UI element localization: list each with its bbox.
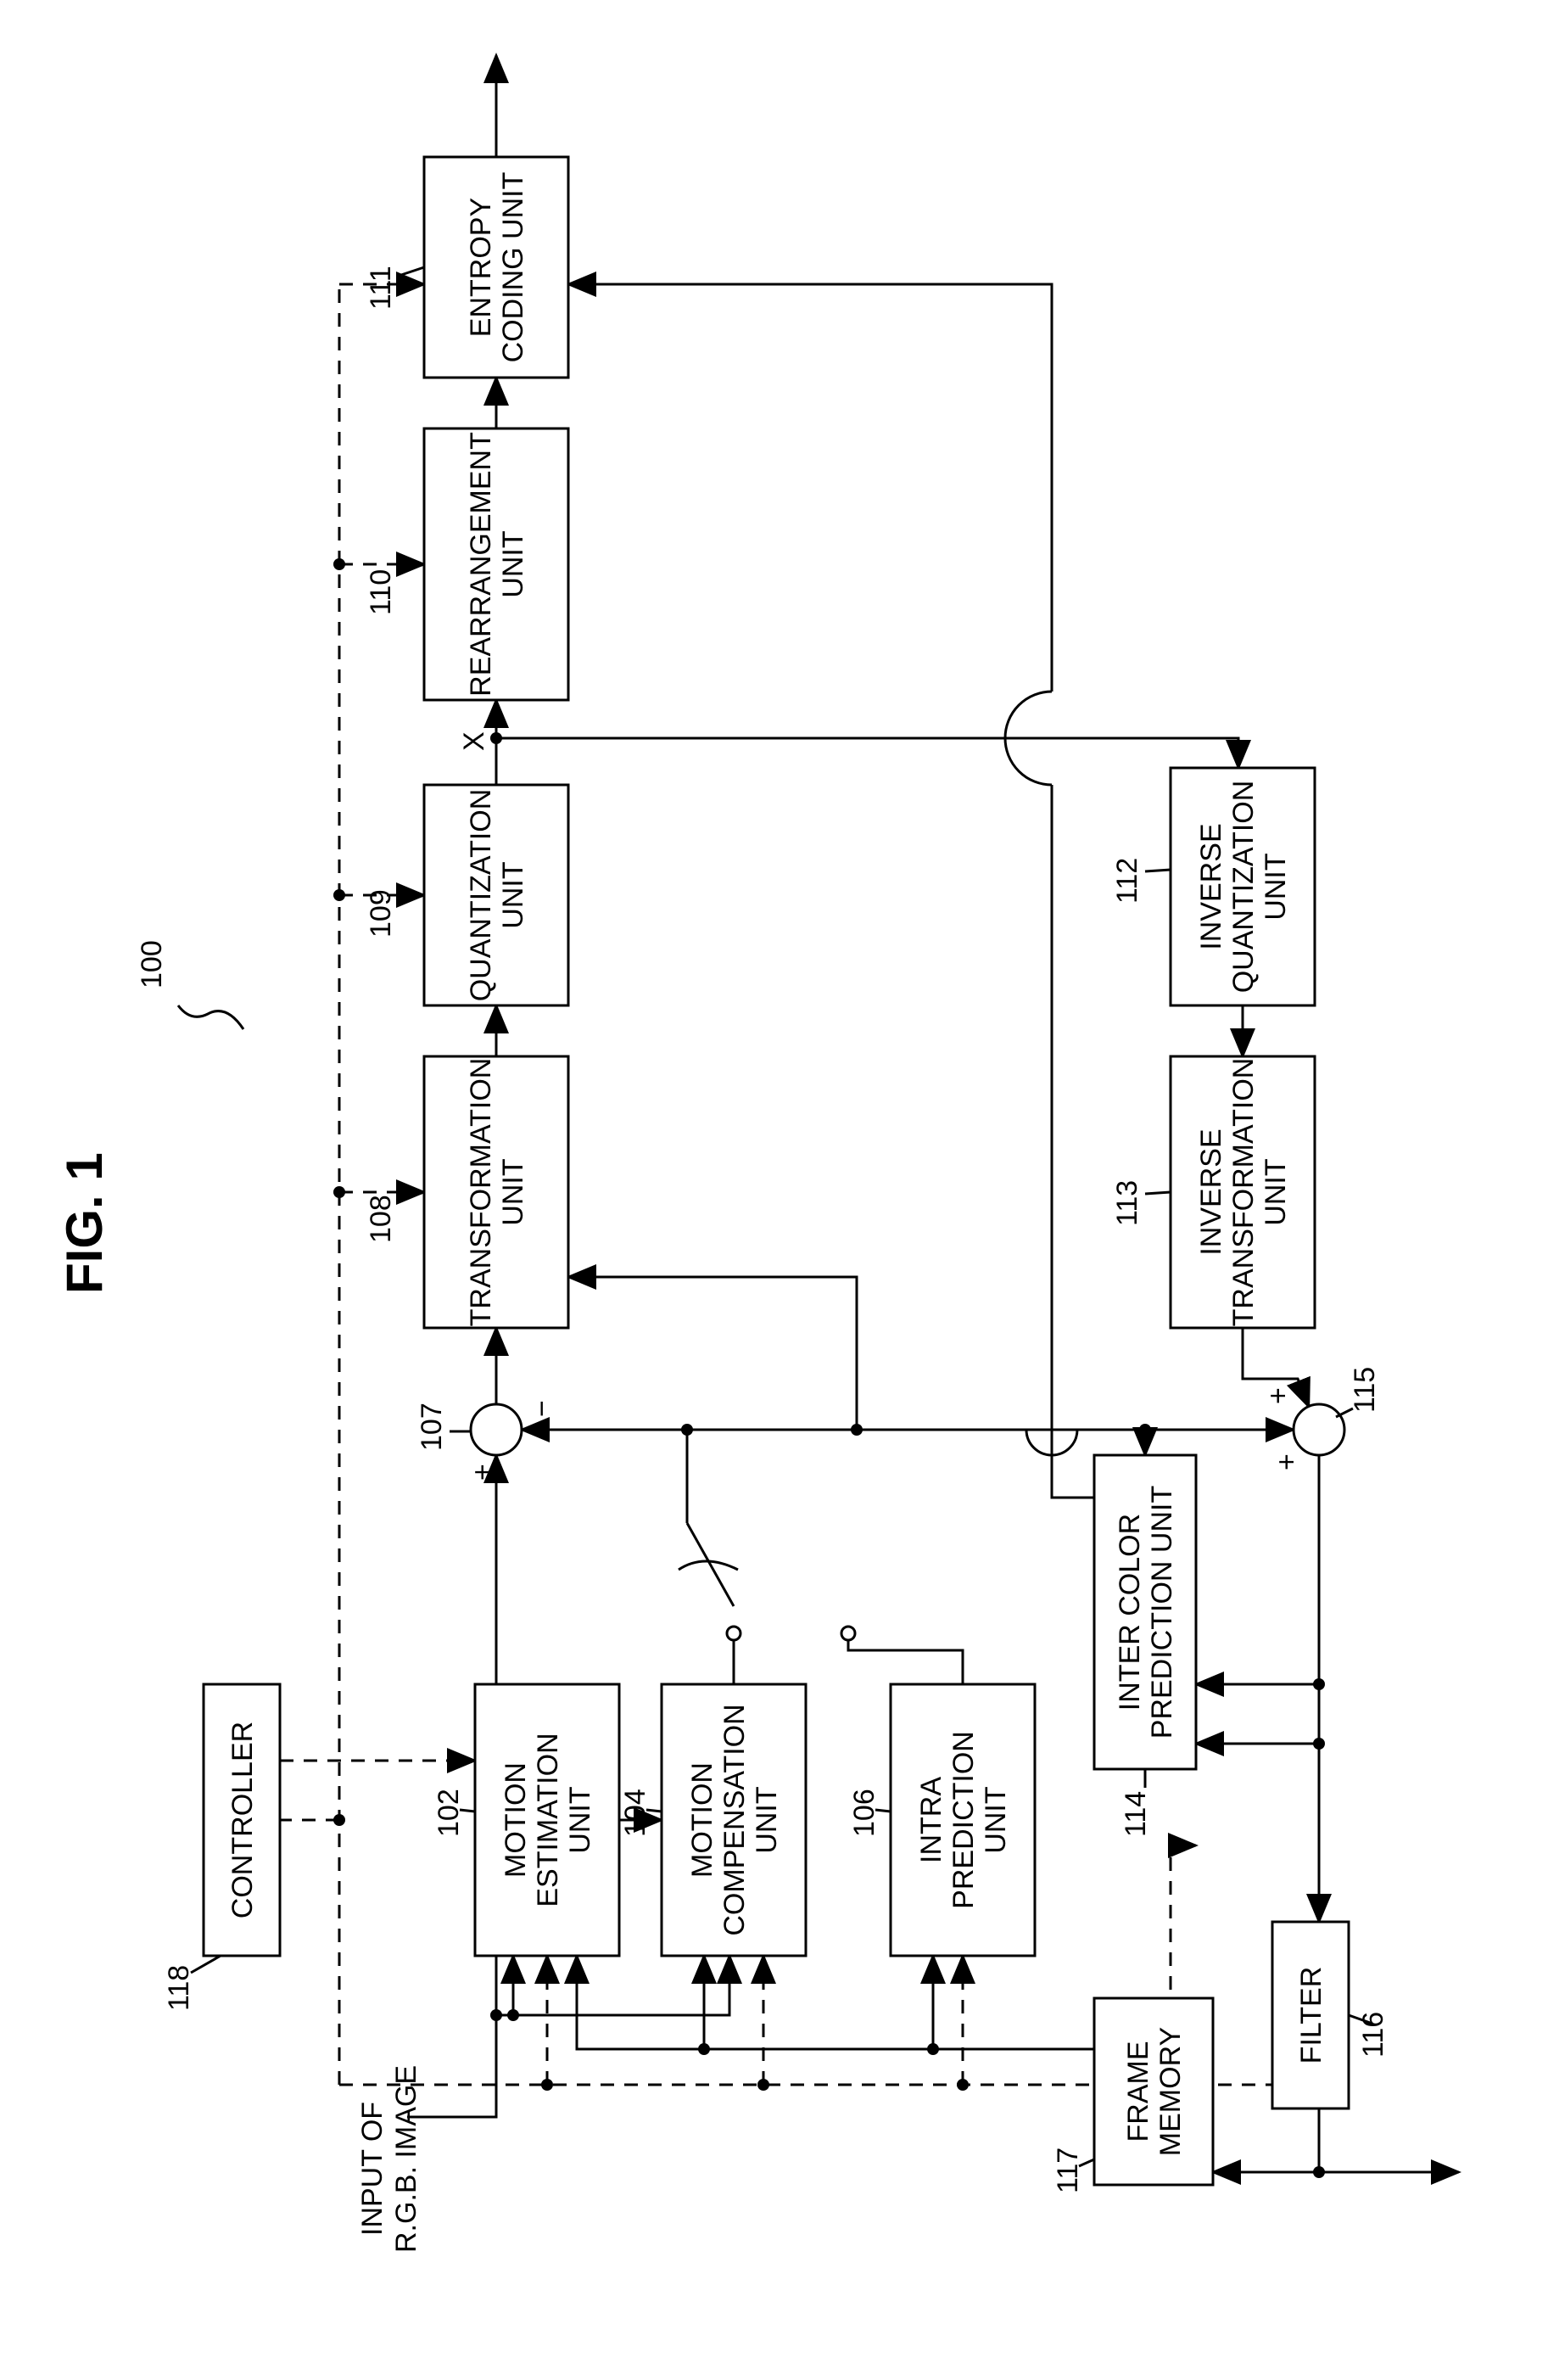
ref-quantization: 109 [365, 889, 397, 938]
block-intra_pred-line1: PREDICTION [947, 1731, 980, 1909]
sum2-plus-b: + [1271, 1453, 1303, 1470]
ref-sum1: 107 [416, 1403, 448, 1451]
block-inv_quant-line2: UNIT [1260, 853, 1292, 920]
block-inv_trans-line0: INVERSE [1195, 1128, 1227, 1255]
block-motion_est-line0: MOTION [500, 1762, 532, 1878]
ref-filter: 116 [1357, 2012, 1389, 2058]
block-transformation-line1: UNIT [497, 1158, 529, 1225]
ref-overall: 100 [136, 940, 168, 988]
block-quantization-line1: UNIT [497, 861, 529, 928]
block-inv_trans-line2: UNIT [1260, 1158, 1292, 1225]
ref-transformation: 108 [365, 1195, 397, 1243]
block-rearrangement-line1: UNIT [497, 530, 529, 597]
ref-entropy: 111 [365, 266, 397, 310]
framemem-feedback [577, 1956, 1094, 2055]
sum1-plus: + [467, 1464, 499, 1481]
block-inv_quant-line1: QUANTIZATION [1227, 781, 1260, 994]
ref-inv_quant: 112 [1111, 858, 1143, 904]
figure-title: FIG. 1 [56, 1152, 113, 1294]
block-entropy-line0: ENTROPY [465, 198, 497, 337]
block-motion_est-line2: UNIT [564, 1786, 596, 1853]
block-frame_mem-line1: MEMORY [1154, 2027, 1187, 2156]
block-inv_trans-line1: TRANSFORMATION [1227, 1058, 1260, 1327]
sum2 [1294, 1404, 1344, 1455]
block-motion_comp-line1: COMPENSATION [718, 1704, 751, 1935]
input-label-2: R.G.B. IMAGE [390, 2065, 422, 2253]
block-controller-line0: CONTROLLER [226, 1722, 259, 1918]
block-inter_color-line1: PREDICTION UNIT [1146, 1486, 1178, 1739]
block-entropy-line1: CODING UNIT [497, 172, 529, 363]
block-intra_pred-line2: UNIT [980, 1786, 1012, 1853]
block-diagram: FIG. 1 100 INPUT OF [0, 0, 1548, 2380]
block-frame_mem: FRAMEMEMORY 117 [1052, 1998, 1213, 2193]
sum1-minus: − [526, 1400, 558, 1417]
block-inv_quant-line0: INVERSE [1195, 823, 1227, 949]
intercolor-to-entropy [568, 284, 1094, 1498]
block-quantization-line0: QUANTIZATION [465, 789, 497, 1002]
block-intra_pred-line0: INTRA [915, 1777, 947, 1863]
input-label-1: INPUT OF [356, 2102, 388, 2236]
block-motion_est-line1: ESTIMATION [532, 1733, 564, 1907]
block-frame_mem-line0: FRAME [1122, 2041, 1154, 2142]
block-inter_color: INTER COLORPREDICTION UNIT 114 [1094, 1455, 1196, 1837]
block-inter_color-line0: INTER COLOR [1114, 1514, 1146, 1711]
block-intra_pred: INTRAPREDICTIONUNIT 106 [848, 1684, 1035, 1956]
block-motion_comp-line0: MOTION [686, 1762, 718, 1878]
block-motion_est: MOTIONESTIMATIONUNIT 102 [433, 1684, 619, 1956]
sum2-plus-a: + [1262, 1387, 1294, 1404]
x-label: X [458, 731, 490, 751]
block-quantization: QUANTIZATIONUNIT 109 [365, 785, 568, 1005]
block-motion_comp-line2: UNIT [751, 1786, 783, 1853]
ref-motion_est: 102 [433, 1789, 465, 1837]
block-filter-line0: FILTER [1295, 1967, 1327, 2064]
ref-squiggle [178, 1005, 243, 1029]
ref-inv_trans: 113 [1111, 1180, 1143, 1226]
block-entropy: ENTROPYCODING UNIT 111 [365, 157, 568, 378]
block-filter: FILTER 116 [1272, 1922, 1389, 2108]
ref-frame_mem: 117 [1052, 2148, 1084, 2193]
block-transformation-line0: TRANSFORMATION [465, 1058, 497, 1327]
ref-rearrangement: 110 [365, 569, 397, 615]
block-inv_trans: INVERSETRANSFORMATIONUNIT 113 [1111, 1056, 1315, 1328]
ref-motion_comp: 104 [619, 1789, 651, 1837]
block-motion_comp: MOTIONCOMPENSATIONUNIT 104 [619, 1684, 806, 1956]
sum1 [471, 1404, 522, 1455]
ref-controller: 118 [163, 1965, 195, 2011]
block-inv_quant: INVERSEQUANTIZATIONUNIT 112 [1111, 768, 1315, 1005]
block-controller: CONTROLLER 118 [163, 1684, 280, 2011]
ref-inter_color: 114 [1120, 1791, 1152, 1837]
ref-sum2: 115 [1349, 1367, 1381, 1413]
block-rearrangement-line0: REARRANGEMENT [465, 432, 497, 697]
ref-intra_pred: 106 [848, 1789, 880, 1837]
